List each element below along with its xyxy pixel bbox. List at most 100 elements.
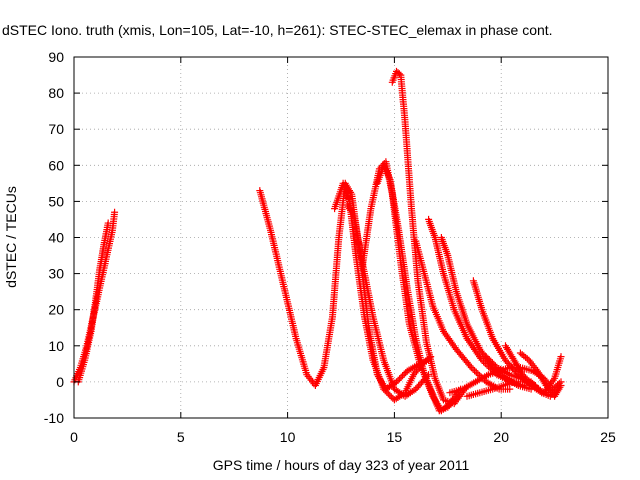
series-segment-marks (102, 229, 116, 263)
series-segment-marks (551, 355, 564, 382)
series-segment-marks (506, 371, 522, 382)
series-segment-marks (429, 302, 447, 333)
series-segment-marks (358, 207, 375, 270)
series-segment-marks (397, 71, 409, 124)
series-segment-marks (444, 252, 460, 293)
series-segment-marks (425, 215, 438, 239)
y-tick-label: 10 (48, 338, 64, 354)
series-segment-marks (516, 349, 531, 363)
series-segment-marks (393, 369, 410, 386)
series-segment-marks (489, 335, 508, 362)
y-tick-label: 80 (48, 85, 64, 101)
series-segment-marks (76, 344, 90, 371)
series-segment-marks (343, 201, 357, 218)
series-segment-marks (551, 383, 564, 400)
data-point-marker (557, 353, 565, 361)
series-segment-marks (431, 234, 447, 275)
series-segment-marks (452, 345, 474, 370)
series-segment-marks (450, 306, 470, 340)
series-segment-marks (403, 361, 422, 375)
y-tick-label: 20 (48, 302, 64, 318)
series-segment-marks (386, 176, 402, 232)
series-segment-marks (279, 280, 300, 340)
series-segment-marks (401, 373, 417, 397)
data-series (70, 208, 119, 386)
x-tick-label: 15 (387, 429, 403, 445)
series-segment-marks (469, 277, 485, 312)
data-point-marker (531, 382, 539, 390)
data-series (373, 161, 465, 415)
series-segment-marks (482, 353, 499, 370)
x-tick-label: 25 (600, 429, 616, 445)
data-series (502, 342, 565, 397)
series-segment-marks (267, 226, 287, 286)
series-segment-marks (96, 243, 107, 274)
series-segment-marks (412, 237, 428, 275)
y-tick-label: 0 (56, 374, 64, 390)
series-segment-marks (403, 284, 419, 340)
y-tick-label: 30 (48, 266, 64, 282)
series-segment-marks (514, 382, 533, 392)
series-segment-marks (369, 356, 387, 391)
series-segment-marks (412, 335, 428, 377)
data-point-marker (104, 219, 112, 227)
x-tick-label: 5 (177, 429, 185, 445)
y-tick-label: 50 (48, 193, 64, 209)
series-segment-marks (484, 368, 501, 379)
y-tick-label: 40 (48, 230, 64, 246)
series-segment-marks (388, 70, 400, 86)
series-segment-marks (534, 367, 549, 388)
series-segment-marks (502, 342, 517, 362)
series-segment-marks (87, 301, 99, 335)
series-segment-marks (459, 379, 478, 393)
series-segment-marks (352, 252, 368, 319)
series-layer (70, 67, 565, 415)
series-segment-marks (108, 211, 118, 234)
series-segment-marks (463, 320, 483, 351)
series-segment-marks (395, 226, 411, 290)
series-segment-marks (320, 315, 336, 371)
series-segment-marks (380, 161, 393, 182)
series-segment-marks (380, 356, 398, 391)
series-segment-marks (420, 371, 436, 398)
y-tick-label: -10 (44, 410, 64, 426)
data-series (412, 237, 514, 393)
series-segment-marks (350, 212, 366, 265)
x-axis-title: GPS time / hours of day 323 of year 2011 (213, 457, 470, 473)
series-segment-marks (361, 313, 377, 362)
series-segment-marks (81, 330, 95, 364)
series-segment-marks (100, 221, 112, 249)
series-segment-marks (437, 401, 452, 415)
data-point-marker (557, 382, 565, 390)
series-segment-marks (489, 382, 505, 393)
series-segment-marks (472, 372, 491, 386)
series-segment-marks (440, 270, 458, 312)
series-segment-marks (450, 387, 468, 408)
series-segment-marks (440, 396, 456, 407)
series-segment-marks (440, 327, 459, 352)
series-segment-marks (499, 379, 516, 389)
series-segment-marks (329, 236, 343, 321)
y-tick-label: 90 (48, 49, 64, 65)
series-segment-marks (401, 386, 418, 400)
data-series (516, 349, 565, 400)
y-axis-ticks: -10 0 10 20 30 40 50 60 70 80 90 (44, 49, 608, 426)
series-segment-marks (437, 234, 451, 257)
series-segment-marks (452, 288, 470, 326)
data-series (463, 378, 539, 400)
series-segment-marks (311, 366, 327, 389)
series-segment-marks (510, 356, 525, 377)
series-segment-marks (292, 335, 310, 377)
series-segment-marks (369, 313, 387, 362)
series-segment-marks (478, 306, 496, 340)
chart-title: dSTEC Iono. truth (xmis, Lon=105, Lat=-1… (2, 22, 553, 38)
x-tick-label: 0 (70, 429, 78, 445)
series-segment-marks (521, 378, 537, 389)
series-segment-marks (422, 338, 438, 380)
series-segment-marks (339, 179, 353, 203)
x-axis-ticks: 0 5 10 15 20 25 (70, 57, 616, 445)
series-segment-marks (431, 374, 447, 402)
series-segment-marks (401, 118, 415, 210)
data-point-marker (111, 208, 119, 216)
